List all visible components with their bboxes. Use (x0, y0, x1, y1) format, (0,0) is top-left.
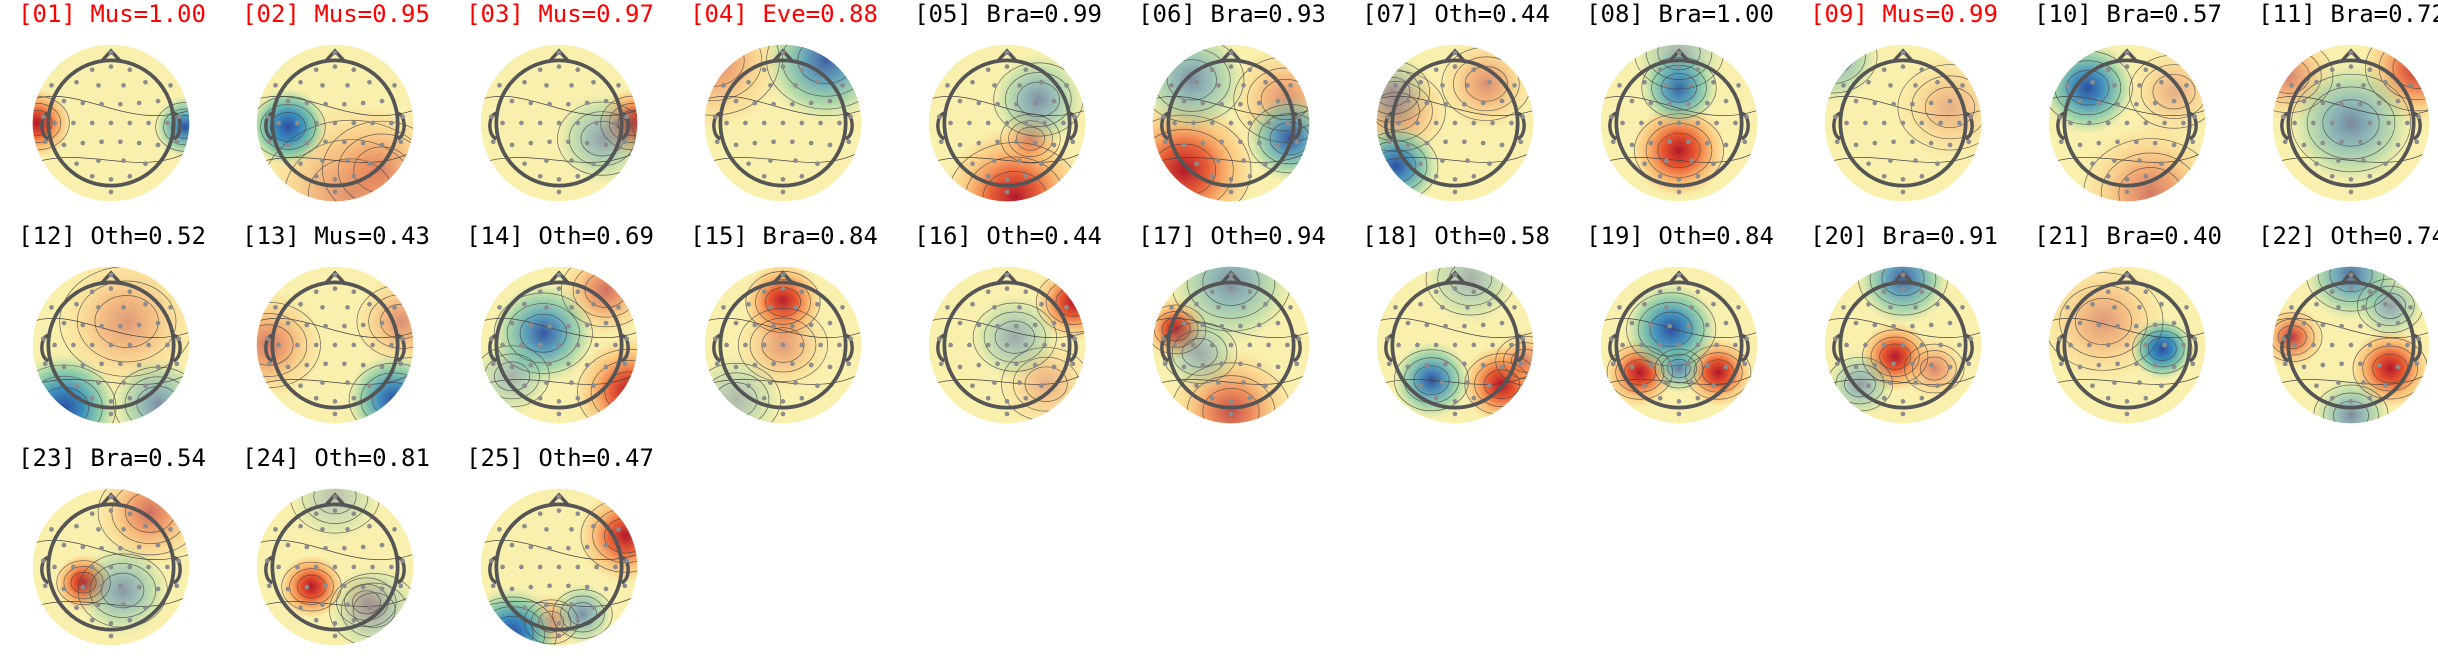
component-panel: [08] Bra=1.00 (1568, 0, 1792, 222)
topomap (1152, 44, 1310, 202)
topomap (1376, 266, 1534, 424)
component-label: [05] Bra=0.99 (914, 0, 1102, 28)
component-panel: [13] Mus=0.43 (224, 222, 448, 444)
topomap (2048, 266, 2206, 424)
topomap (1824, 44, 1982, 202)
component-label: [11] Bra=0.72 (2258, 0, 2438, 28)
component-panel: [05] Bra=0.99 (896, 0, 1120, 222)
topomap (480, 44, 638, 202)
component-panel: [07] Oth=0.44 (1344, 0, 1568, 222)
component-label: [01] Mus=1.00 (18, 0, 206, 28)
component-panel: [22] Oth=0.74 (2240, 222, 2438, 444)
component-panel: [18] Oth=0.58 (1344, 222, 1568, 444)
component-panel: [11] Bra=0.72 (2240, 0, 2438, 222)
topomap (1600, 266, 1758, 424)
component-panel: [19] Oth=0.84 (1568, 222, 1792, 444)
component-label: [09] Mus=0.99 (1810, 0, 1998, 28)
topomap (2272, 44, 2430, 202)
component-panel: [04] Eve=0.88 (672, 0, 896, 222)
component-label: [21] Bra=0.40 (2034, 222, 2222, 250)
component-label: [03] Mus=0.97 (466, 0, 654, 28)
topomap (1376, 44, 1534, 202)
topomap (32, 266, 190, 424)
component-panel: [20] Bra=0.91 (1792, 222, 2016, 444)
component-label: [10] Bra=0.57 (2034, 0, 2222, 28)
component-label: [25] Oth=0.47 (466, 444, 654, 472)
component-label: [23] Bra=0.54 (18, 444, 206, 472)
topomap (256, 488, 414, 646)
topomap (32, 44, 190, 202)
component-panel: [15] Bra=0.84 (672, 222, 896, 444)
topomap (704, 44, 862, 202)
component-label: [17] Oth=0.94 (1138, 222, 1326, 250)
component-panel: [03] Mus=0.97 (448, 0, 672, 222)
component-label: [22] Oth=0.74 (2258, 222, 2438, 250)
component-label: [06] Bra=0.93 (1138, 0, 1326, 28)
component-label: [24] Oth=0.81 (242, 444, 430, 472)
component-label: [19] Oth=0.84 (1586, 222, 1774, 250)
topomap (480, 488, 638, 646)
topomap (928, 44, 1086, 202)
component-label: [14] Oth=0.69 (466, 222, 654, 250)
topomap (256, 44, 414, 202)
component-panel: [23] Bra=0.54 (0, 444, 224, 666)
topomap (2048, 44, 2206, 202)
component-panel: [25] Oth=0.47 (448, 444, 672, 666)
topomap (1824, 266, 1982, 424)
component-label: [16] Oth=0.44 (914, 222, 1102, 250)
component-panel: [01] Mus=1.00 (0, 0, 224, 222)
topomap (1152, 266, 1310, 424)
component-label: [04] Eve=0.88 (690, 0, 878, 28)
component-label: [02] Mus=0.95 (242, 0, 430, 28)
component-panel: [09] Mus=0.99 (1792, 0, 2016, 222)
topomap (256, 266, 414, 424)
component-panel: [17] Oth=0.94 (1120, 222, 1344, 444)
topomap (32, 488, 190, 646)
component-panel: [16] Oth=0.44 (896, 222, 1120, 444)
component-panel: [02] Mus=0.95 (224, 0, 448, 222)
component-panel: [12] Oth=0.52 (0, 222, 224, 444)
component-panel: [14] Oth=0.69 (448, 222, 672, 444)
component-label: [12] Oth=0.52 (18, 222, 206, 250)
topomap (928, 266, 1086, 424)
topomap (704, 266, 862, 424)
component-label: [15] Bra=0.84 (690, 222, 878, 250)
component-label: [18] Oth=0.58 (1362, 222, 1550, 250)
component-label: [07] Oth=0.44 (1362, 0, 1550, 28)
topomap (1600, 44, 1758, 202)
component-label: [13] Mus=0.43 (242, 222, 430, 250)
topomap (480, 266, 638, 424)
component-panel: [06] Bra=0.93 (1120, 0, 1344, 222)
component-label: [08] Bra=1.00 (1586, 0, 1774, 28)
component-label: [20] Bra=0.91 (1810, 222, 1998, 250)
component-panel: [10] Bra=0.57 (2016, 0, 2240, 222)
component-panel: [24] Oth=0.81 (224, 444, 448, 666)
component-panel: [21] Bra=0.40 (2016, 222, 2240, 444)
topomap (2272, 266, 2430, 424)
